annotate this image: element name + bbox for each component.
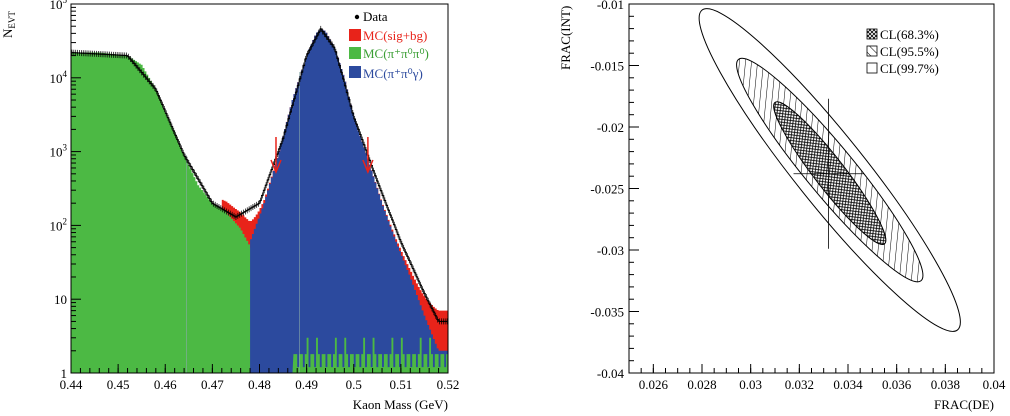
histogram-legend: Data MC(sig+bg) MC(π⁺π⁰π⁰) MC(π⁺π⁰γ) [349, 9, 429, 81]
x-tick-label: 0.48 [248, 377, 271, 392]
legend-cl99-swatch [866, 62, 878, 74]
legend-pipigamma-label: MC(π⁺π⁰γ) [363, 66, 423, 81]
y-tick-label: -0.015 [590, 59, 624, 74]
histogram-panel: 0.44 0.45 0.46 0.47 0.48 0.49 0.5 0.51 0.52 1 10 10… [0, 0, 459, 412]
legend-cl95-swatch [866, 45, 878, 57]
y-tick-label: 104 [50, 69, 68, 86]
contour-y-label: FRAC(INT) [558, 6, 573, 70]
cut-arrow-head [270, 159, 282, 174]
x-tick-label: 0.032 [785, 377, 814, 392]
contour-x-label: FRAC(DE) [934, 397, 994, 412]
x-tick-label: 0.038 [931, 377, 960, 392]
x-tick-label: 0.026 [639, 377, 669, 392]
y-tick-label: 102 [50, 216, 68, 233]
contour-axes: 0.026 0.028 0.03 0.032 0.034 0.036 0.038 0.04 -0… [590, 0, 1005, 392]
legend-cl68-swatch [866, 28, 878, 40]
contour-legend: CL(68.3%) CL(95.5%) CL(99.7%) [866, 27, 939, 76]
x-tick-label: 0.49 [295, 377, 318, 392]
y-tick-label: 105 [50, 0, 68, 12]
legend-cl95-label: CL(95.5%) [880, 44, 939, 59]
three-pi-tail-fill [292, 337, 448, 373]
x-tick-label: 0.52 [437, 377, 460, 392]
x-tick-label: 0.03 [739, 377, 762, 392]
contour-plot-area [698, 8, 961, 332]
y-tick-label: -0.025 [590, 182, 624, 197]
histogram-plot-area [71, 25, 448, 373]
contour-cl68 [773, 101, 887, 245]
x-tick-label: 0.036 [882, 377, 912, 392]
y-tick-label: -0.04 [597, 366, 625, 381]
histogram-x-label: Kaon Mass (GeV) [353, 397, 448, 412]
x-tick-label: 0.47 [201, 377, 224, 392]
data-outline [71, 28, 448, 373]
legend-cl99-label: CL(99.7%) [880, 61, 939, 76]
x-tick-label: 0.46 [154, 377, 177, 392]
cut-arrow-head [362, 159, 374, 174]
legend-pipigamma-swatch [349, 66, 361, 78]
contour-panel: 0.026 0.028 0.03 0.032 0.034 0.036 0.038 0.04 -0… [558, 0, 1006, 412]
histogram-y-label: NEVT [0, 11, 17, 38]
legend-cl68-label: CL(68.3%) [880, 27, 939, 42]
y-tick-label: -0.01 [597, 0, 624, 12]
x-tick-label: 0.034 [833, 377, 863, 392]
legend-3pi-swatch [349, 47, 361, 59]
x-tick-label: 0.44 [60, 377, 83, 392]
legend-data-marker [354, 14, 360, 20]
x-tick-label: 0.51 [390, 377, 413, 392]
y-tick-label: -0.02 [597, 120, 624, 135]
x-tick-label: 0.028 [687, 377, 716, 392]
histogram-axes: 0.44 0.45 0.46 0.47 0.48 0.49 0.5 0.51 0.52 1 10 10… [50, 0, 460, 392]
x-tick-label: 0.45 [107, 377, 130, 392]
y-tick-label: -0.035 [590, 305, 624, 320]
legend-data-label: Data [363, 9, 388, 24]
legend-sigbg-swatch [349, 29, 361, 41]
y-tick-label: 103 [50, 143, 68, 160]
x-tick-label: 0.5 [346, 377, 362, 392]
three-pi-histogram-fill [71, 52, 293, 373]
y-tick-label: 1 [61, 366, 68, 381]
legend-sigbg-label: MC(sig+bg) [363, 28, 427, 43]
y-tick-label: 10 [54, 292, 67, 307]
legend-3pi-label: MC(π⁺π⁰π⁰) [363, 46, 429, 61]
y-tick-label: -0.03 [597, 243, 624, 258]
cut-arrows [270, 137, 374, 174]
x-tick-label: 0.04 [983, 377, 1006, 392]
